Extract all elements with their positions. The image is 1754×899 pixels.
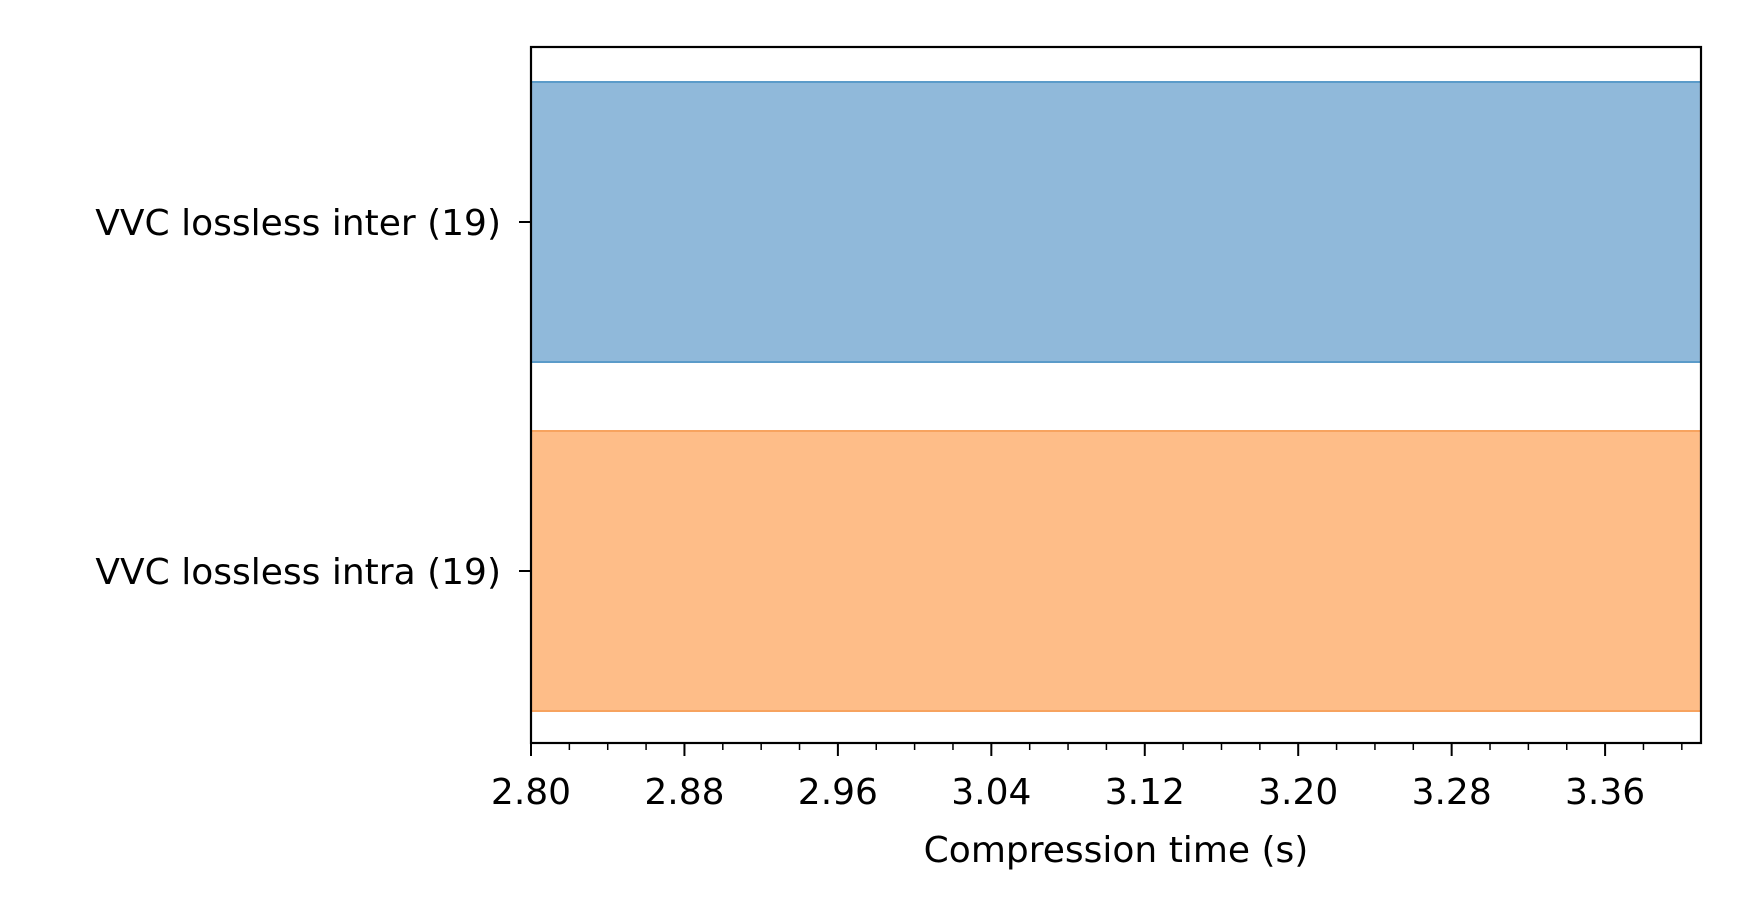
y-tick-label: VVC lossless intra (19) [95,552,501,593]
x-tick-label: 2.96 [798,772,878,813]
bars-layer [530,81,1702,712]
x-tick-label: 3.20 [1258,772,1338,813]
y-tick-label: VVC lossless inter (19) [95,203,501,244]
x-tick-label: 2.80 [491,772,571,813]
x-axis-label: Compression time (s) [924,830,1309,871]
x-ticks: 2.80 2.88 2.96 3.04 3.12 3.20 3.28 3.36 [491,743,1683,813]
y-ticks: VVC lossless inter (19) VVC lossless intr… [95,203,531,593]
plot-frame [529,45,1703,745]
bar-2 [530,430,1702,712]
x-tick-label: 3.12 [1105,772,1185,813]
x-tick-label: 3.28 [1412,772,1492,813]
x-tick-label: 3.36 [1565,772,1645,813]
bar-1 [530,81,1702,363]
x-tick-label: 2.88 [644,772,724,813]
x-tick-label: 3.04 [951,772,1031,813]
